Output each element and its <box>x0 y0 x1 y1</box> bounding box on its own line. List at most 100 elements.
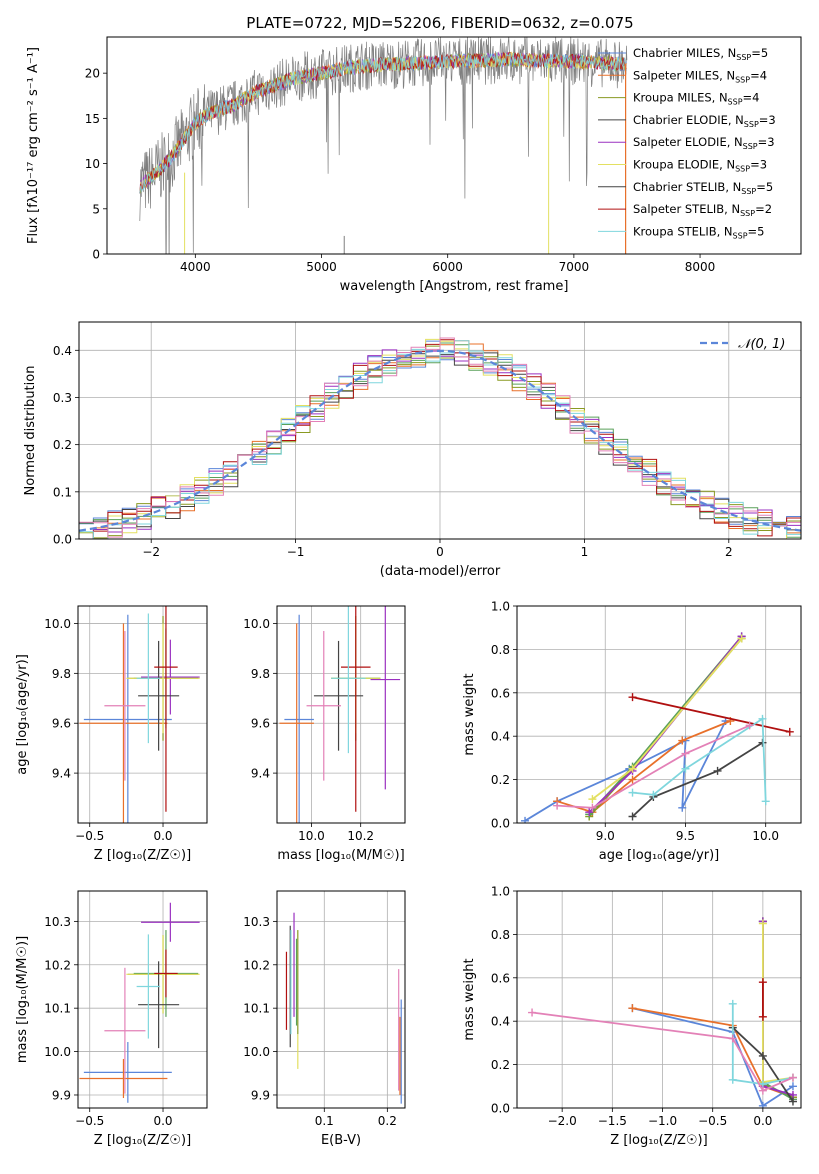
mass-vs-Z-xtick-label: 0.0 <box>153 1114 172 1128</box>
weight-vs-age-xtick-label: 10.0 <box>752 829 779 843</box>
weight-vs-age-marker <box>628 764 637 773</box>
legend-tail: =4 <box>743 91 760 105</box>
age-vs-Z-ylabel: age [log₁₀(age/yr)] <box>15 654 30 775</box>
spectrum-xtick-label: 5000 <box>306 260 337 274</box>
age-vs-mass-ticks: 10.0 10.2 9.4 9.6 9.8 10.0 <box>243 617 374 843</box>
spectrum-legend-entry: Salpeter ELODIE, NSSP=3 <box>633 135 775 151</box>
spectrum-plot: 4000 5000 6000 7000 8000 0 5 10 15 20 wavelength [… <box>26 36 802 294</box>
spectrum-lines <box>139 37 628 254</box>
age-vs-mass-errorbars <box>279 606 401 823</box>
mass-vs-Z-plot: −0.5 0.0 9.9 10.0 10.1 10.2 10.3 Z [log₁₀(Z/Z☉)… <box>15 890 208 1148</box>
weight-vs-age-marker <box>628 788 637 797</box>
weight-vs-age-lines <box>521 632 794 823</box>
residuals-ytick-label: 0.2 <box>53 438 72 452</box>
legend-label: Chabrier STELIB, N <box>633 180 741 194</box>
weight-vs-Z-ytick-label: 0.4 <box>491 1015 510 1029</box>
legend-label: Kroupa STELIB, N <box>633 224 733 238</box>
weight-vs-age-marker <box>681 749 690 758</box>
residuals-ytick-label: 0.0 <box>53 533 72 547</box>
weight-vs-age-series-line <box>524 720 727 822</box>
weight-vs-Z-ytick-label: 0.0 <box>491 1102 510 1116</box>
weight-vs-age-series-line <box>632 696 790 733</box>
weight-vs-Z-series-line <box>531 1011 794 1092</box>
mass-vs-ebv-errorbars <box>285 912 402 1104</box>
mass-vs-ebv-plot: 0.1 0.2 9.9 10.0 10.1 10.2 10.3 E(B-V) <box>243 890 406 1148</box>
mass-vs-Z-grid <box>78 891 207 1108</box>
spectrum-legend-entry: Chabrier STELIB, NSSP=5 <box>633 180 773 196</box>
legend-subscript: SSP <box>744 120 759 129</box>
weight-vs-Z-frame <box>516 890 802 1109</box>
age-vs-Z-ticks: −0.5 0.0 9.4 9.6 9.8 10.0 <box>44 617 172 843</box>
weight-vs-Z-xtick-label: −2.0 <box>548 1114 577 1128</box>
age-vs-mass-ytick-label: 9.4 <box>251 767 270 781</box>
residuals-ytick-label: 0.1 <box>53 485 72 499</box>
spectrum-xtick-label: 4000 <box>180 260 211 274</box>
weight-vs-Z-xtick-label: −1.5 <box>598 1114 627 1128</box>
mass-vs-Z-ytick-label: 9.9 <box>52 1088 71 1102</box>
age-vs-Z-xtick-label: 0.0 <box>153 829 172 843</box>
age-vs-mass-ytick-label: 9.8 <box>251 667 270 681</box>
weight-vs-Z-series-line <box>762 921 794 1099</box>
legend-label: Chabrier ELODIE, N <box>633 113 744 127</box>
weight-vs-age-ytick-label: 0.0 <box>491 817 510 831</box>
gaussian-curve <box>79 349 801 532</box>
gaussian-legend-label: 𝒩(0, 1) <box>738 337 785 352</box>
weight-vs-Z-marker <box>758 1086 767 1095</box>
weight-vs-age-marker <box>628 775 637 784</box>
mass-vs-Z-xtick-label: −0.5 <box>75 1114 104 1128</box>
residuals-ytick-label: 0.4 <box>53 344 72 358</box>
legend-label: Salpeter MILES, N <box>633 68 735 82</box>
legend-label: Salpeter ELODIE, N <box>633 135 743 149</box>
legend-label: Kroupa MILES, N <box>633 91 728 105</box>
mass-vs-ebv-xtick-label: 0.2 <box>378 1114 397 1128</box>
spectrum-ytick-label: 5 <box>92 202 100 216</box>
mass-vs-Z-ytick-label: 10.1 <box>44 1002 71 1016</box>
age-vs-Z-ytick-label: 9.8 <box>52 667 71 681</box>
spectrum-xtick-label: 8000 <box>685 260 716 274</box>
mass-vs-ebv-ytick-label: 10.2 <box>243 958 270 972</box>
spectrum-frame <box>106 36 802 255</box>
mass-vs-ebv-ytick-label: 10.0 <box>243 1045 270 1059</box>
weight-vs-Z-xtick-label: −1.0 <box>648 1114 677 1128</box>
legend-tail: =5 <box>751 46 768 60</box>
mass-vs-ebv-xlabel: E(B-V) <box>321 1133 361 1148</box>
mass-vs-Z-xlabel: Z [log₁₀(Z/Z☉)] <box>94 1133 191 1148</box>
mass-vs-Z-frame <box>77 890 208 1109</box>
legend-subscript: SSP <box>743 142 758 151</box>
spectrum-legend-entry: Kroupa ELODIE, NSSP=3 <box>633 158 767 174</box>
age-vs-mass-ytick-label: 10.0 <box>243 617 270 631</box>
weight-vs-age-series-line <box>556 720 731 814</box>
weight-vs-age-marker <box>585 808 594 817</box>
weight-vs-Z-series-line <box>632 1007 794 1099</box>
weight-vs-Z-series-line <box>762 921 794 1101</box>
spectrum-legend-entry: Kroupa STELIB, NSSP=5 <box>633 224 764 240</box>
age-vs-Z-xlabel: Z [log₁₀(Z/Z☉)] <box>94 848 191 863</box>
residuals-hist <box>79 337 801 539</box>
legend-tail: =3 <box>759 113 776 127</box>
age-vs-mass-xtick-label: 10.2 <box>347 829 374 843</box>
age-vs-Z-xtick-label: −0.5 <box>75 829 104 843</box>
mass-vs-Z-ytick-label: 10.0 <box>44 1045 71 1059</box>
weight-vs-age-marker <box>761 797 770 806</box>
legend-subscript: SSP <box>736 53 751 62</box>
weight-vs-age-ytick-label: 0.4 <box>491 730 510 744</box>
weight-vs-Z-ytick-label: 1.0 <box>491 885 510 899</box>
weight-vs-age-marker <box>678 803 687 812</box>
spectrum-xlabel: wavelength [Angstrom, rest frame] <box>340 279 569 294</box>
weight-vs-Z-ylabel: mass weight <box>462 958 477 1040</box>
spectrum-ylabel: Flux [fλ10⁻¹⁷ erg cm⁻² s⁻¹ A⁻¹] <box>26 47 41 244</box>
spectrum-legend-entry: Chabrier ELODIE, NSSP=3 <box>633 113 776 129</box>
weight-vs-Z-ytick-label: 0.6 <box>491 971 510 985</box>
weight-vs-age-frame <box>516 605 802 824</box>
residuals-xtick-label: −1 <box>287 545 305 559</box>
weight-vs-Z-series-line <box>632 1007 794 1108</box>
mass-vs-Z-ytick-label: 10.2 <box>44 958 71 972</box>
weight-vs-Z-marker <box>628 1004 637 1013</box>
mass-vs-ebv-frame <box>276 890 406 1109</box>
spectrum-legend-entry: Kroupa MILES, NSSP=4 <box>633 91 759 107</box>
age-vs-Z-plot: −0.5 0.0 9.4 9.6 9.8 10.0 Z [log₁₀(Z/Z☉)] age [… <box>15 605 208 863</box>
weight-vs-Z-marker <box>758 919 767 928</box>
mass-vs-Z-ticks: −0.5 0.0 9.9 10.0 10.1 10.2 10.3 <box>44 915 172 1128</box>
spectrum-data-line <box>139 37 628 254</box>
